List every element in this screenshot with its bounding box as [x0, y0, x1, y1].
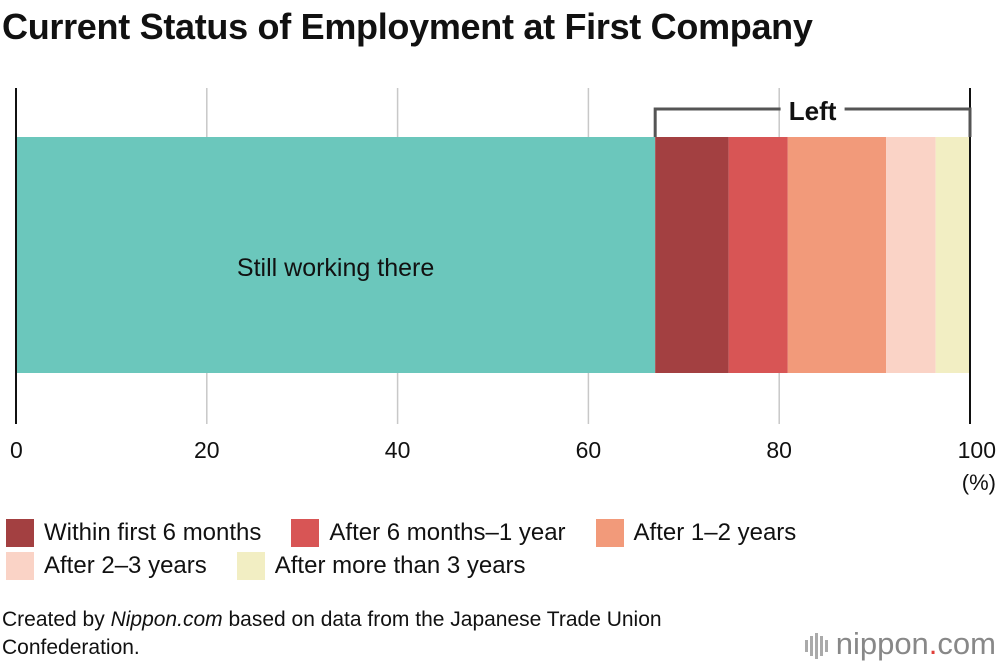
- bracket-label: Left: [789, 96, 837, 126]
- bar-segment: [655, 137, 729, 373]
- legend-item: After 6 months–1 year: [291, 518, 566, 547]
- logo-mark-icon: [804, 626, 830, 662]
- legend-label: After 6 months–1 year: [329, 518, 566, 546]
- legend-swatch: [6, 551, 34, 580]
- source-suffix: based on data from the Japanese Trade Un…: [2, 608, 662, 659]
- legend-item: After more than 3 years: [236, 551, 526, 580]
- bracket-label-bg: [780, 94, 845, 124]
- brand-dot: .: [928, 626, 938, 661]
- legend-swatch: [595, 518, 624, 547]
- bar-segment: [886, 137, 936, 373]
- brand-name: nippon: [835, 626, 929, 661]
- legend-item: Within first 6 months: [6, 518, 262, 547]
- source-note: Created by Nippon.com based on data from…: [2, 606, 762, 662]
- x-tick-label: 20: [194, 437, 220, 463]
- brand-tld: com: [937, 626, 996, 661]
- x-tick-label: 0: [10, 437, 23, 463]
- legend-swatch: [236, 551, 265, 580]
- source-prefix: Created by: [2, 608, 111, 631]
- legend-swatch: [6, 518, 34, 547]
- bar-segment: [935, 137, 970, 373]
- bar-segment: [16, 137, 656, 373]
- legend-label: Within first 6 months: [44, 518, 262, 546]
- legend-row-2: After 2–3 years After more than 3 years: [6, 549, 996, 582]
- x-tick-label: 100: [958, 437, 996, 463]
- bar-segment: [787, 137, 887, 373]
- x-tick-label: 40: [385, 437, 411, 463]
- brand-logo: nippon.com: [804, 626, 996, 662]
- stacked-bar-chart: Still working there Left 0 20 40 60 80 100 (%): [10, 88, 996, 495]
- segment-label: Still working there: [237, 254, 434, 282]
- chart-title: Current Status of Employment at First Co…: [2, 6, 813, 47]
- x-tick-label: 60: [576, 437, 602, 463]
- legend-item: After 1–2 years: [595, 518, 797, 547]
- legend-swatch: [291, 518, 320, 547]
- legend-label: After 2–3 years: [44, 551, 207, 579]
- source-site: Nippon.com: [110, 608, 223, 631]
- legend-row-1: Within first 6 months After 6 months–1 y…: [6, 516, 996, 549]
- x-unit-label: (%): [962, 470, 996, 495]
- legend: Within first 6 months After 6 months–1 y…: [6, 516, 996, 582]
- legend-label: After more than 3 years: [274, 551, 526, 579]
- legend-item: After 2–3 years: [6, 551, 207, 580]
- x-tick-label: 80: [766, 437, 792, 463]
- legend-label: After 1–2 years: [633, 518, 797, 546]
- bar-segment: [728, 137, 788, 373]
